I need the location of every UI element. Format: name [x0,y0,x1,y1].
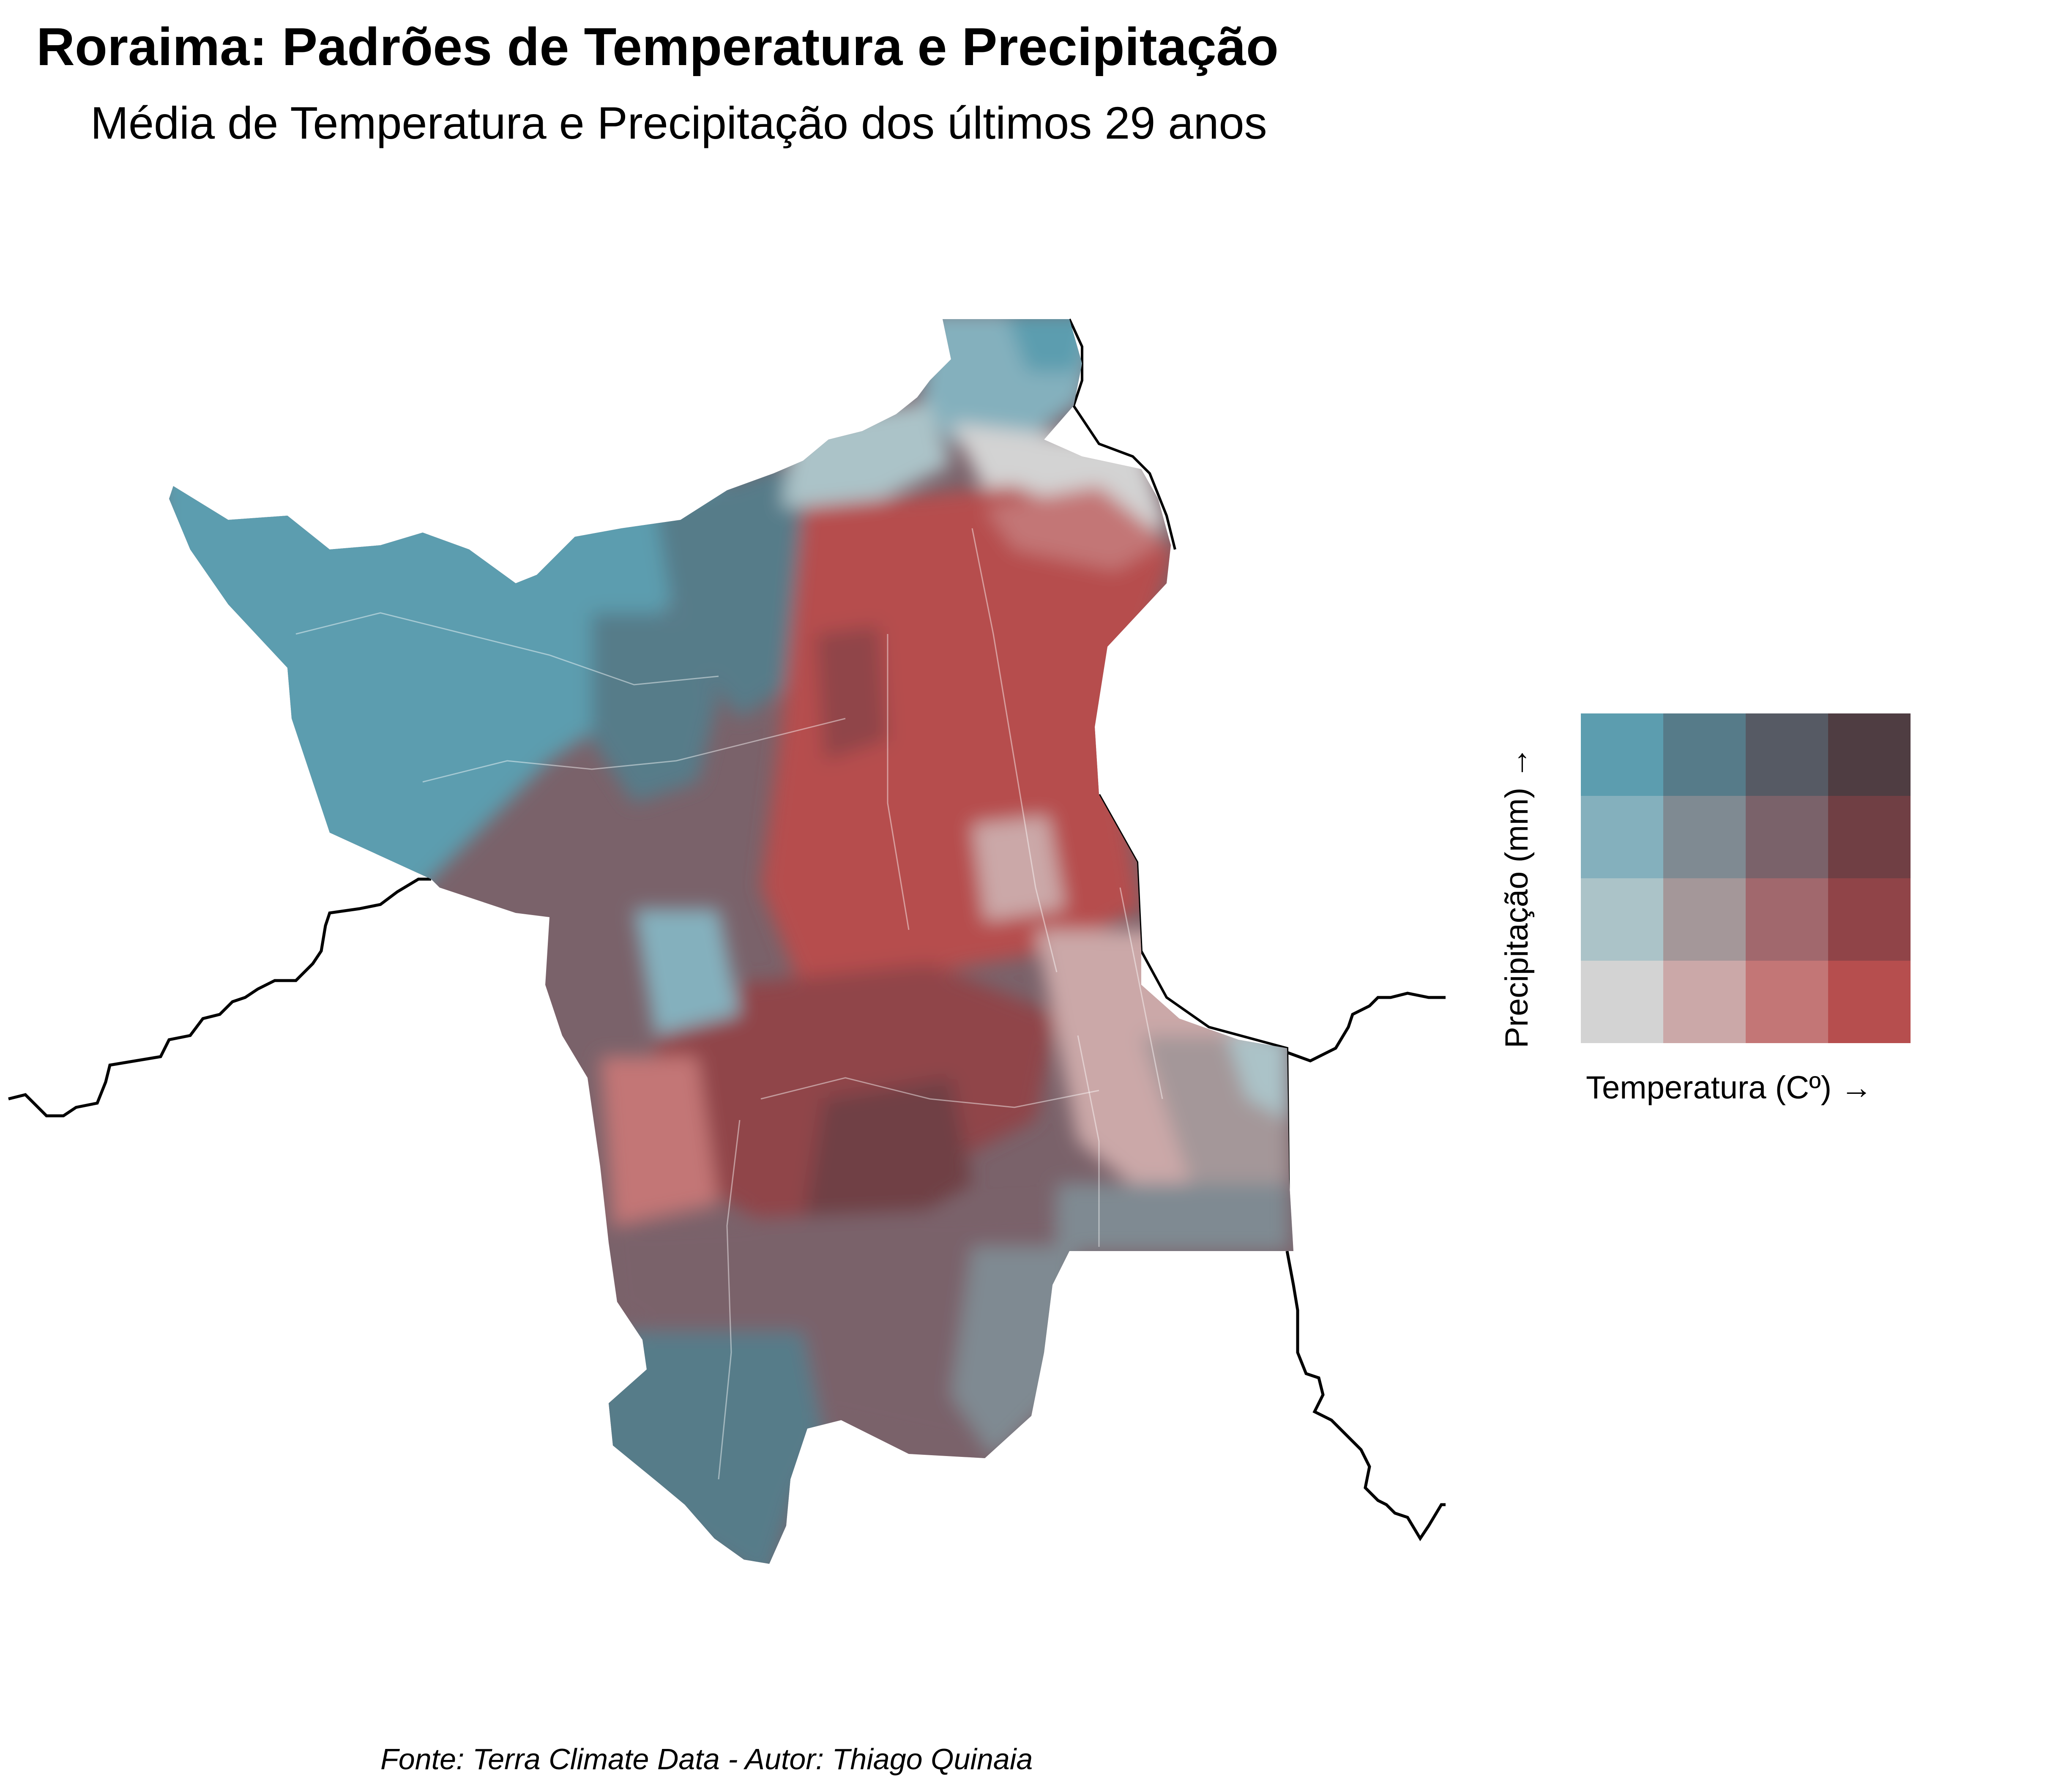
legend-cell [1828,961,1911,1043]
legend-cell [1746,713,1828,796]
legend-cell [1828,796,1911,878]
legend-cell [1828,878,1911,961]
legend-cell [1663,713,1746,796]
border-left [8,877,431,1118]
border-south-east [1285,1251,1446,1541]
border-north-east [1068,318,1176,550]
bivariate-legend [1581,713,1911,1043]
legend-cell [1746,961,1828,1043]
border-right [1286,992,1446,1063]
legend-cell [1581,878,1663,961]
legend-cell [1581,796,1663,878]
legend-cell [1663,961,1746,1043]
legend-cell [1828,713,1911,796]
legend-grid [1581,713,1911,1043]
legend-y-label: Precipitação (mm) → [1499,746,1535,1048]
legend-cell [1663,796,1746,878]
legend-cell [1581,961,1663,1043]
legend-cell [1746,796,1828,878]
map-title: Roraima: Padrões de Temperatura e Precip… [36,17,1279,77]
map-subtitle: Média de Temperatura e Precipitação dos … [90,97,1267,148]
state-raster [169,319,1293,1564]
legend-x-label: Temperatura (Cº) → [1586,1070,1873,1106]
legend-cell [1663,878,1746,961]
legend-cell [1581,713,1663,796]
legend-cell [1746,878,1828,961]
source-caption: Fonte: Terra Climate Data - Autor: Thiag… [380,1743,1033,1776]
